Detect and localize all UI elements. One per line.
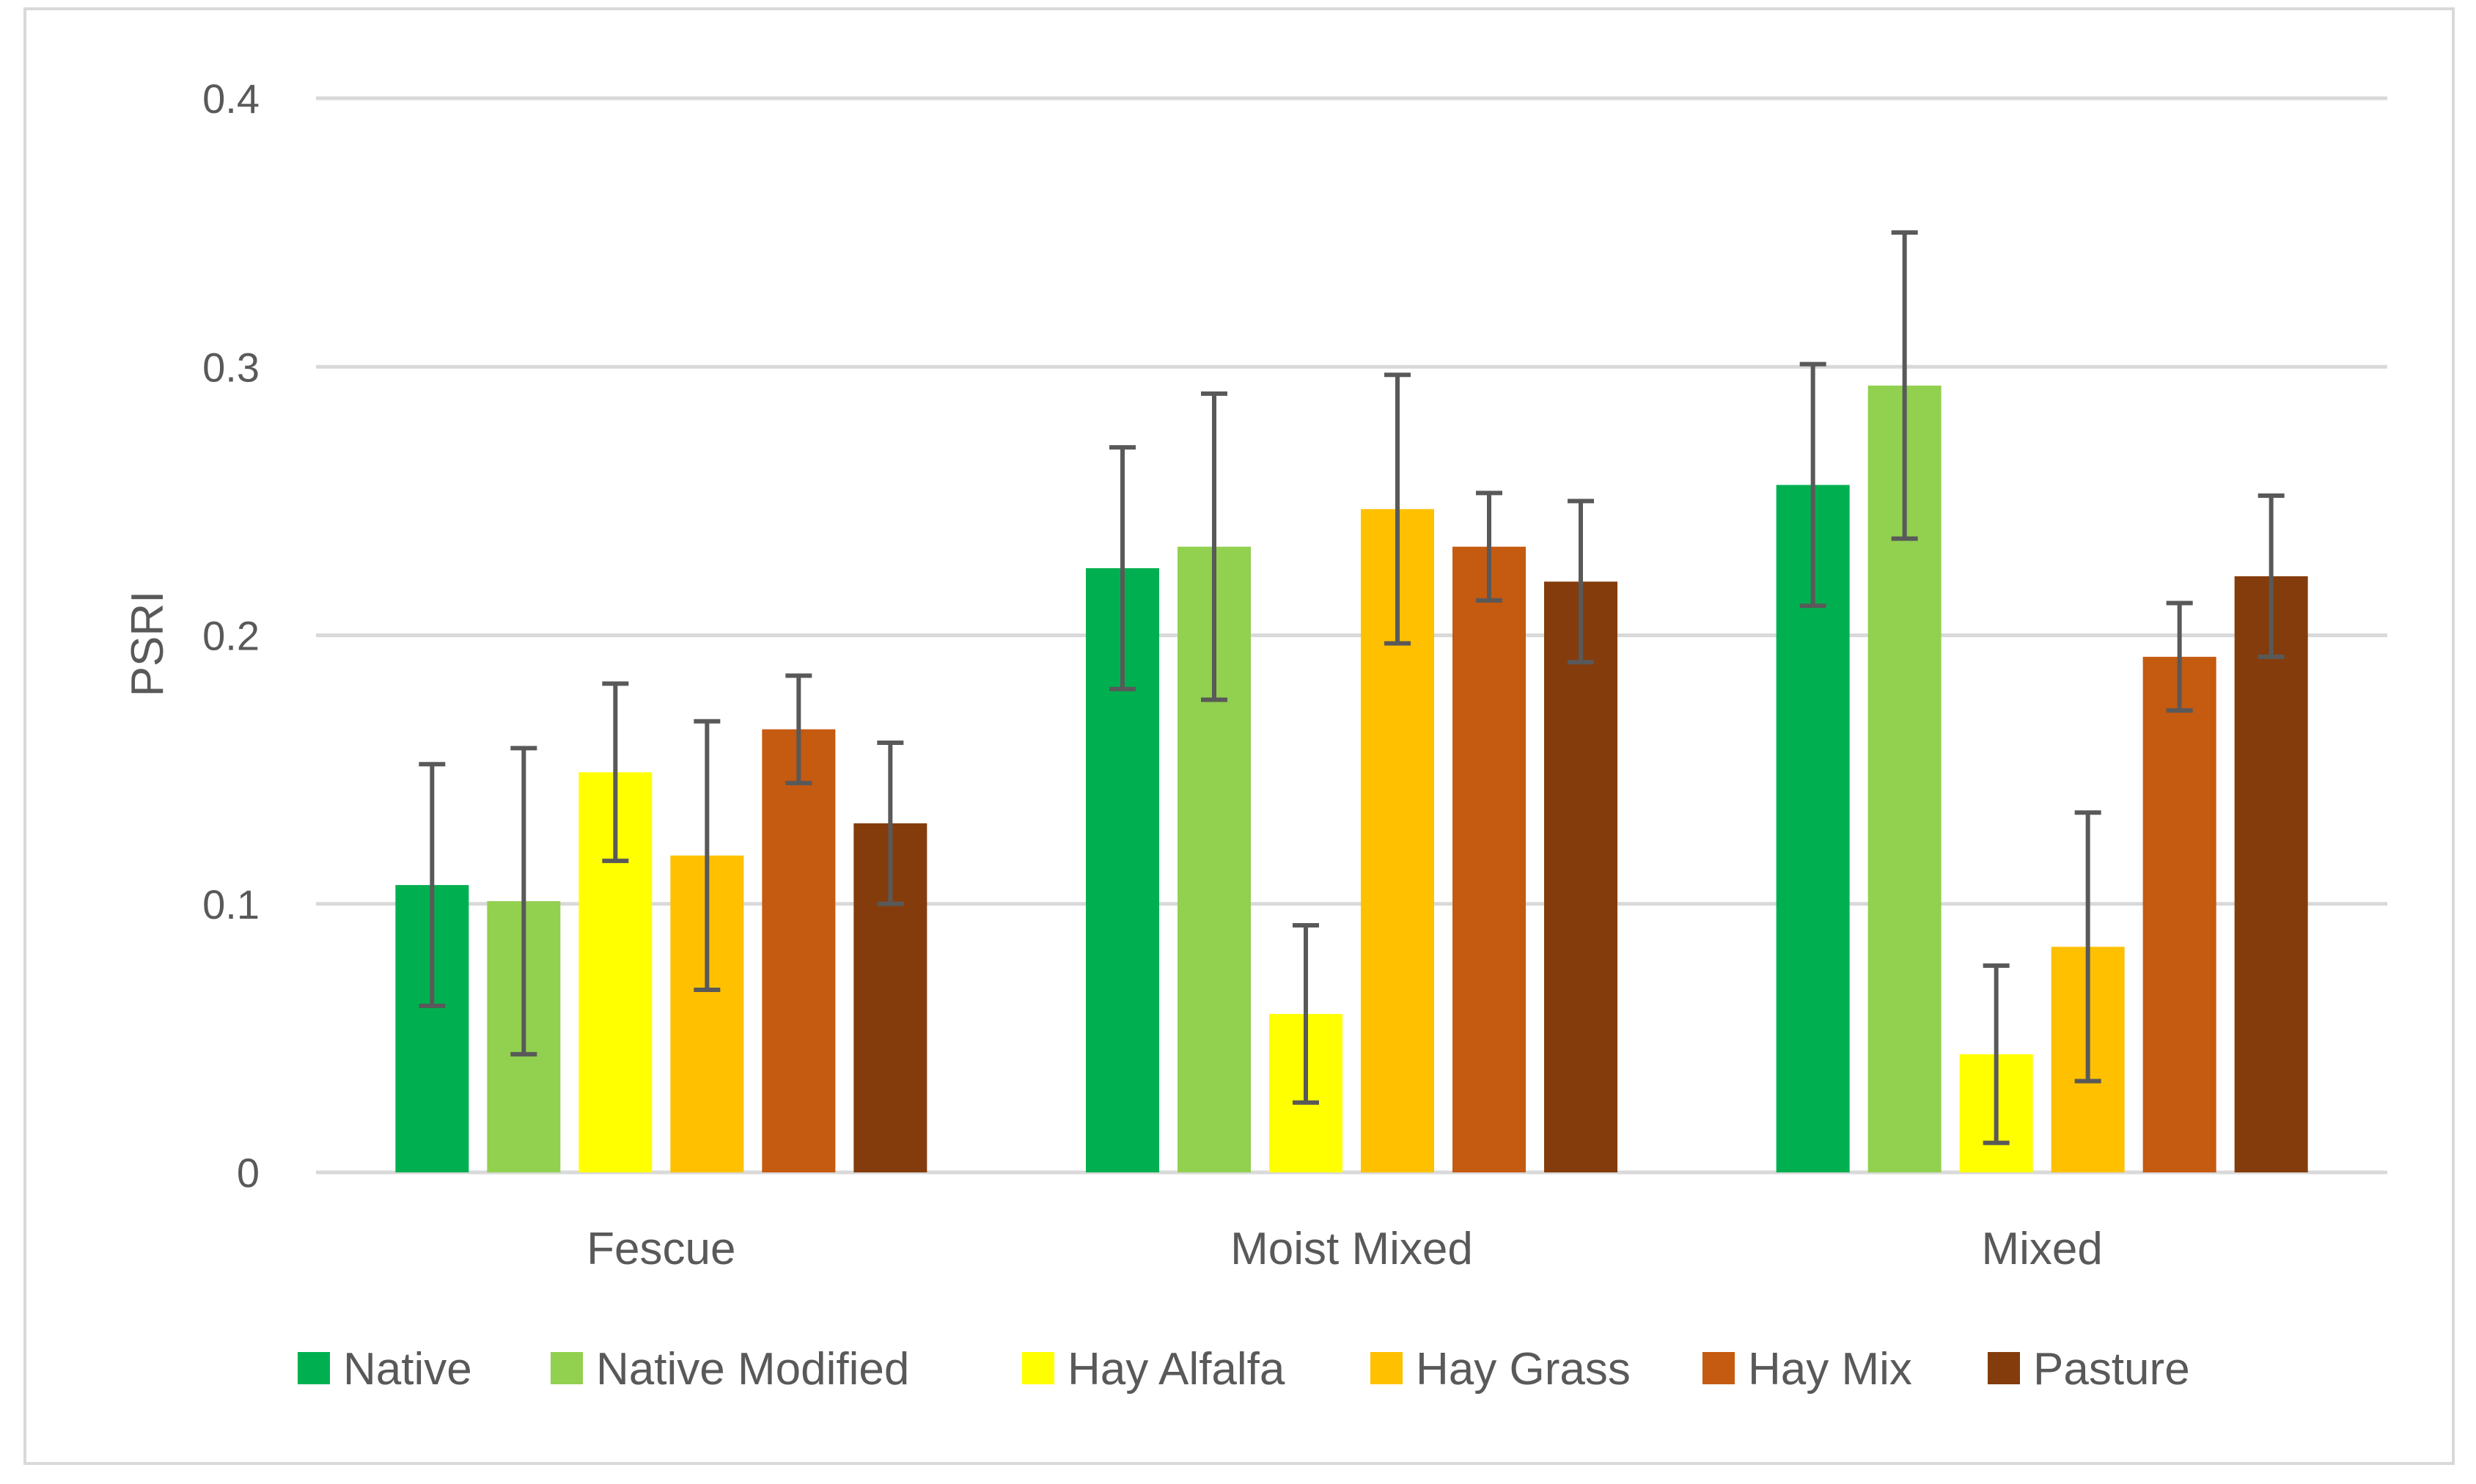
legend-label: Native Modified: [596, 1344, 909, 1395]
y-tick-label: 0.3: [202, 344, 260, 390]
legend-swatch: [551, 1352, 583, 1384]
legend-swatch: [1022, 1352, 1054, 1384]
legend-label: Pasture: [2033, 1344, 2190, 1395]
error-bars: [419, 230, 2285, 1145]
y-tick-label: 0.2: [202, 613, 260, 659]
y-tick-label: 0.1: [202, 881, 260, 928]
bar-hay-mix: [762, 729, 836, 1172]
legend: Native Native Modified Hay Alfalfa Hay Gras…: [298, 1344, 2190, 1395]
legend-label: Hay Grass: [1416, 1344, 1631, 1395]
x-category-label: Fescue: [587, 1224, 735, 1274]
bar-pasture: [1544, 581, 1617, 1172]
legend-swatch: [298, 1352, 330, 1384]
bar-chart: 0 0.1 0.2 0.3 0.4 Fescue Moist Mixed Mixed PSR…: [122, 76, 2387, 1395]
bar-pasture: [2234, 576, 2308, 1172]
y-tick-label: 0: [237, 1150, 260, 1196]
y-axis-title: PSRI: [122, 591, 173, 697]
y-axis-tick-labels: 0 0.1 0.2 0.3 0.4: [202, 76, 260, 1196]
legend-swatch: [1988, 1352, 2020, 1384]
x-category-label: Moist Mixed: [1230, 1224, 1473, 1274]
legend-label: Native: [343, 1344, 472, 1395]
y-tick-label: 0.4: [202, 76, 260, 122]
bar-hay-mix: [1452, 546, 1526, 1172]
gridlines: [316, 96, 2387, 1175]
legend-swatch: [1370, 1352, 1403, 1384]
bar-hay-mix: [2142, 656, 2216, 1172]
legend-label: Hay Mix: [1748, 1344, 1912, 1395]
bars: [395, 385, 2308, 1173]
x-axis-category-labels: Fescue Moist Mixed Mixed: [587, 1224, 2103, 1274]
chart-frame: 0 0.1 0.2 0.3 0.4 Fescue Moist Mixed Mixed PSR…: [23, 7, 2455, 1465]
x-category-label: Mixed: [1981, 1224, 2102, 1274]
legend-swatch: [1702, 1352, 1735, 1384]
legend-label: Hay Alfalfa: [1068, 1344, 1285, 1395]
